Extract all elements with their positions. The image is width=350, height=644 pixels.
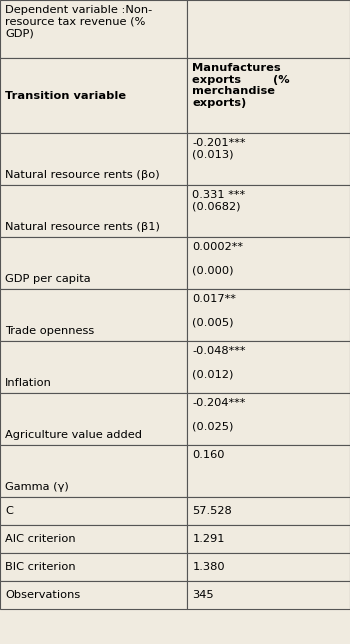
Text: 0.0002**

(0.000): 0.0002** (0.000)	[192, 242, 243, 275]
Text: 0.331 ***
(0.0682): 0.331 *** (0.0682)	[192, 190, 245, 212]
Text: 1.291: 1.291	[192, 534, 225, 544]
Bar	[0, 58, 187, 133]
Text: 1.380: 1.380	[192, 562, 225, 572]
Bar	[0, 525, 187, 553]
Bar	[0, 289, 187, 341]
Bar	[187, 289, 350, 341]
Text: 345: 345	[192, 590, 214, 600]
Text: Gamma (γ): Gamma (γ)	[5, 482, 69, 492]
Text: AIC criterion: AIC criterion	[5, 534, 76, 544]
Text: Trade openness: Trade openness	[5, 326, 94, 336]
Bar	[187, 393, 350, 445]
Bar	[0, 581, 187, 609]
Bar	[187, 581, 350, 609]
Bar	[187, 58, 350, 133]
Bar	[0, 497, 187, 525]
Bar	[0, 553, 187, 581]
Bar	[0, 0, 187, 58]
Text: 57.528: 57.528	[192, 506, 232, 516]
Bar	[187, 497, 350, 525]
Text: BIC criterion: BIC criterion	[5, 562, 76, 572]
Bar	[0, 445, 187, 497]
Text: GDP per capita: GDP per capita	[5, 274, 91, 284]
Bar	[0, 393, 187, 445]
Text: C: C	[5, 506, 13, 516]
Bar	[0, 133, 187, 185]
Bar	[187, 445, 350, 497]
Text: Inflation: Inflation	[5, 378, 52, 388]
Text: -0.204***

(0.025): -0.204*** (0.025)	[192, 398, 246, 431]
Bar	[187, 0, 350, 58]
Text: Natural resource rents (β1): Natural resource rents (β1)	[5, 222, 160, 232]
Text: -0.048***

(0.012): -0.048*** (0.012)	[192, 346, 246, 379]
Text: Transition variable: Transition variable	[5, 91, 126, 100]
Bar	[0, 185, 187, 237]
Bar	[0, 341, 187, 393]
Text: -0.201***
(0.013): -0.201*** (0.013)	[192, 138, 246, 160]
Text: 0.160: 0.160	[192, 450, 225, 460]
Text: Manufactures
exports        (%
merchandise
exports): Manufactures exports (% merchandise expo…	[192, 63, 290, 108]
Text: Observations: Observations	[5, 590, 80, 600]
Bar	[187, 341, 350, 393]
Text: 0.017**

(0.005): 0.017** (0.005)	[192, 294, 236, 327]
Text: Natural resource rents (βo): Natural resource rents (βo)	[5, 170, 160, 180]
Text: Agriculture value added: Agriculture value added	[5, 430, 142, 440]
Bar	[187, 185, 350, 237]
Bar	[0, 237, 187, 289]
Bar	[187, 553, 350, 581]
Bar	[187, 133, 350, 185]
Bar	[187, 237, 350, 289]
Bar	[187, 525, 350, 553]
Text: Dependent variable :Non-
resource tax revenue (%
GDP): Dependent variable :Non- resource tax re…	[5, 5, 152, 38]
